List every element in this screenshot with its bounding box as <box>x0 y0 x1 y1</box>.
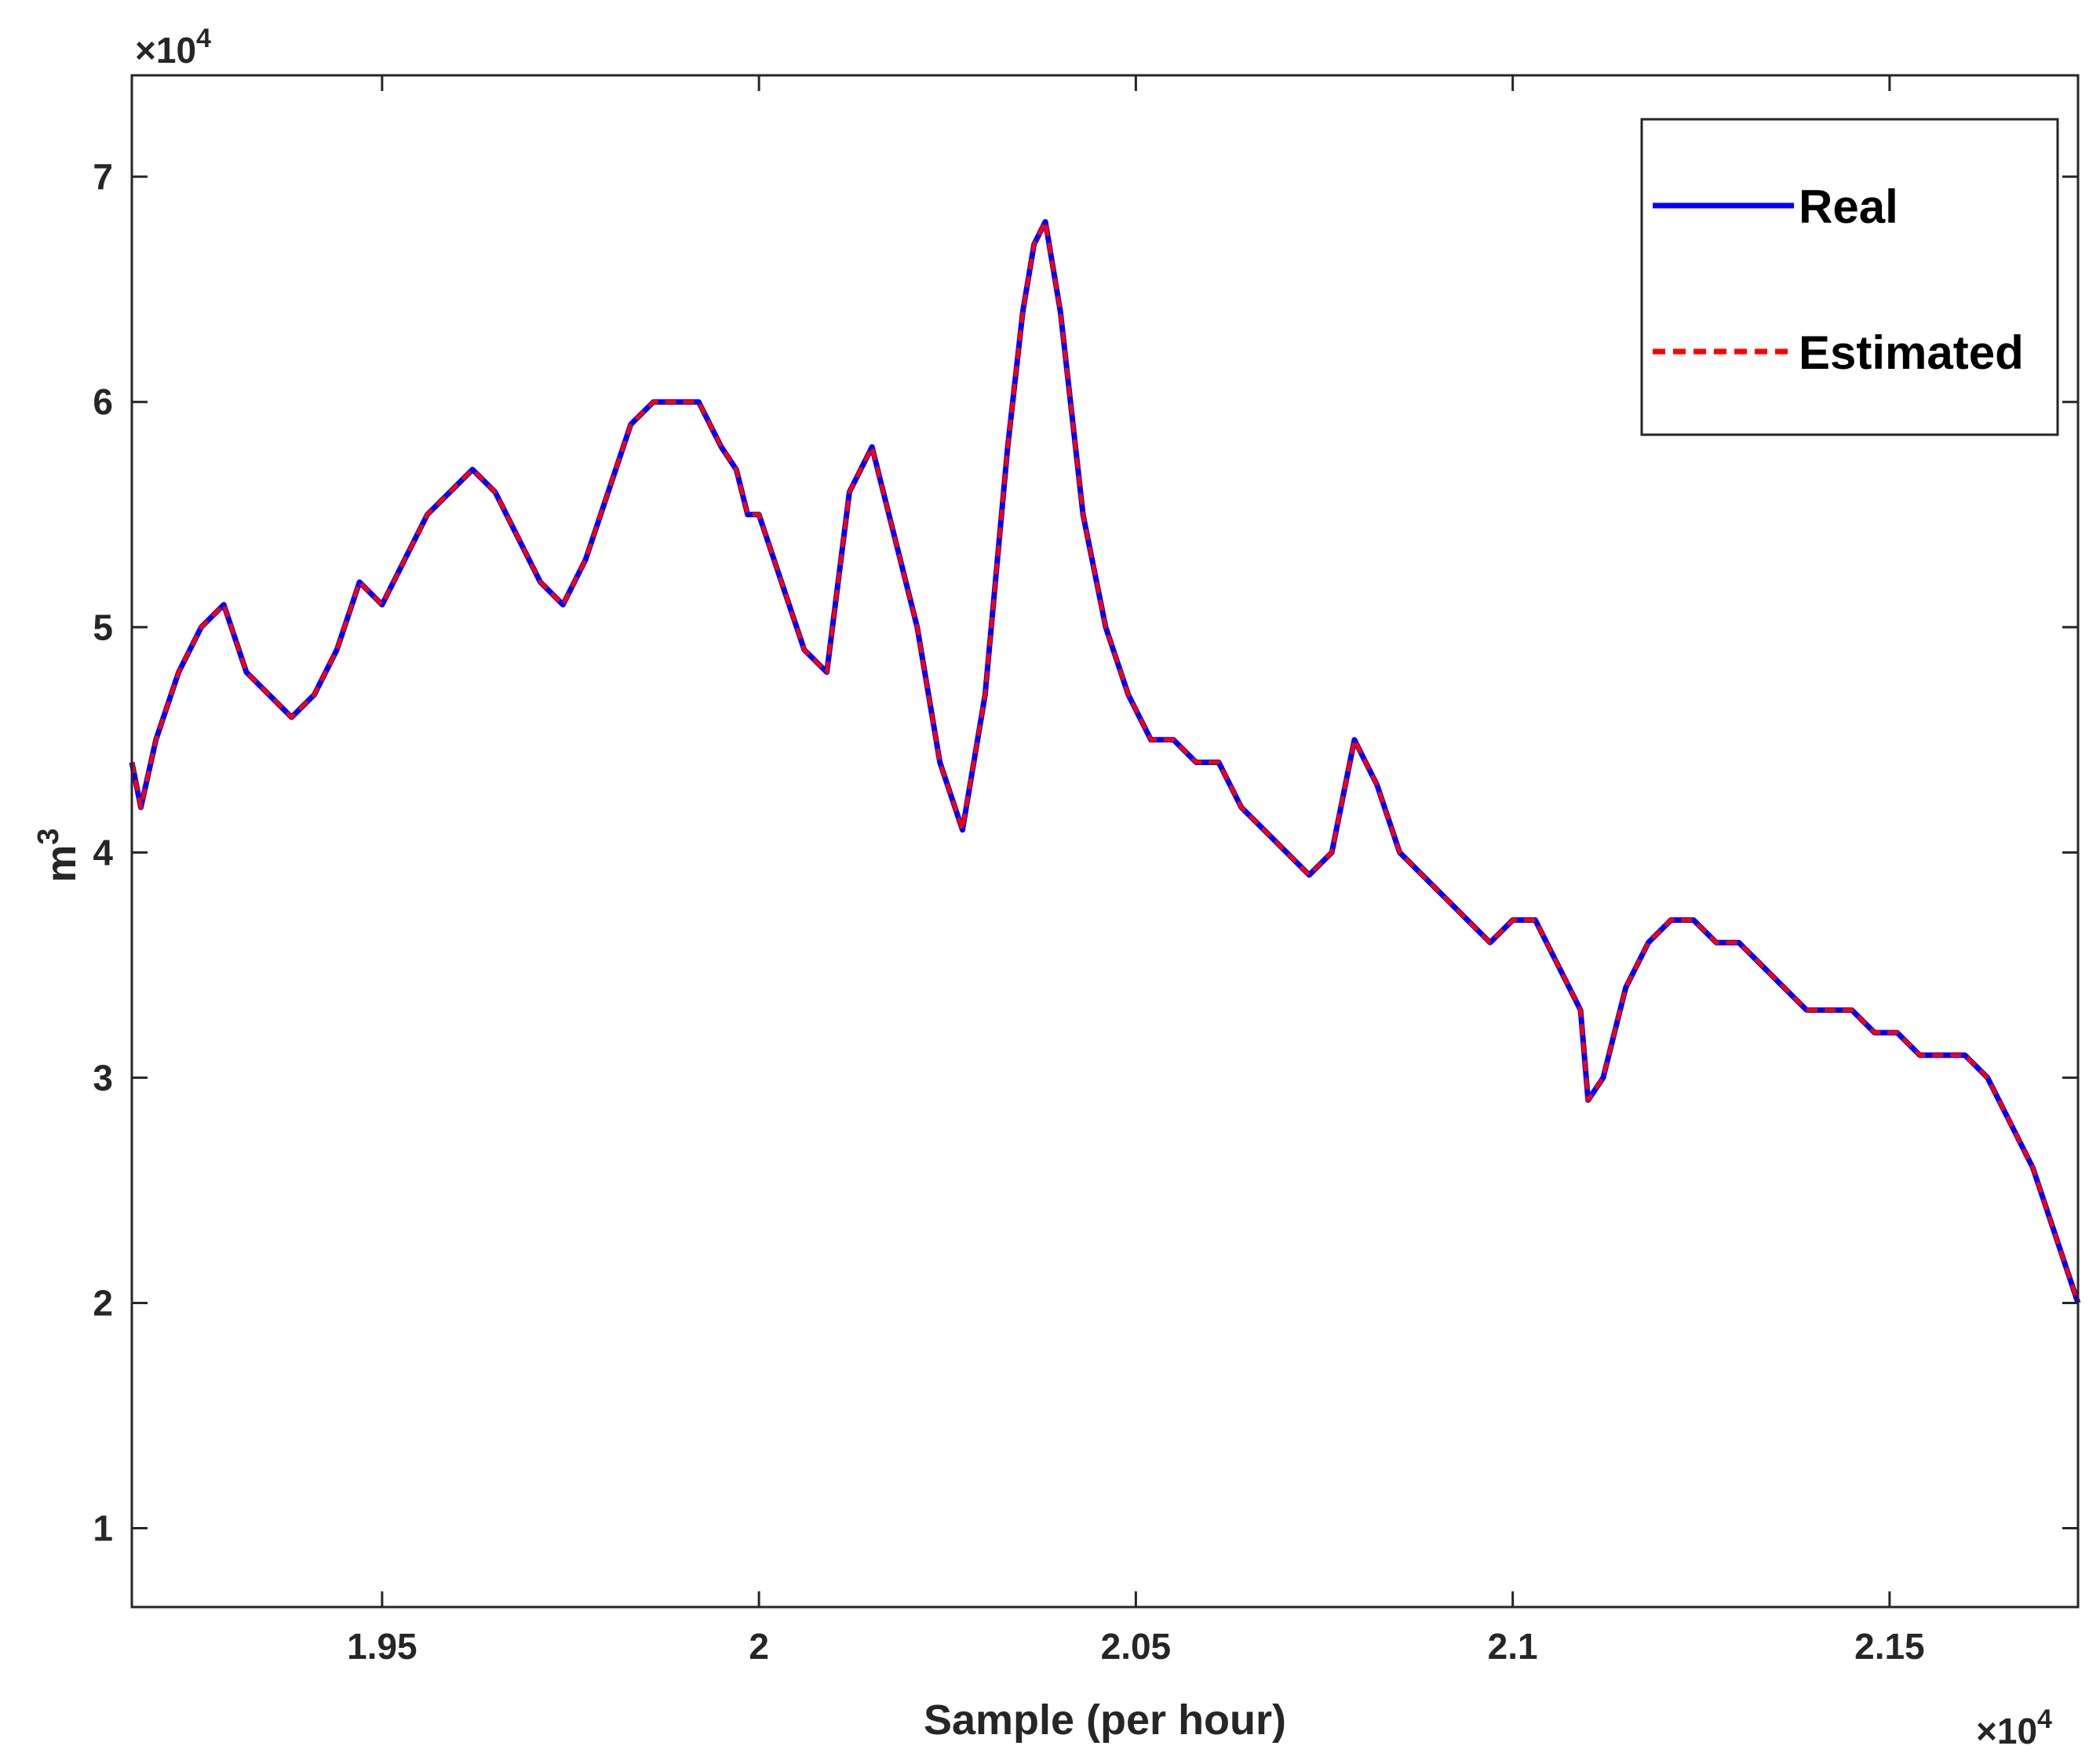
series-layer <box>129 219 2081 1304</box>
y-exponent-power: 4 <box>196 24 211 53</box>
legend-label-estimated: Estimated <box>1799 326 2024 379</box>
axes-box <box>130 74 2080 1609</box>
x-axis-title: Sample (per hour) <box>924 1697 1286 1744</box>
x-tick-label: 2.15 <box>1854 1626 1925 1667</box>
y-axis-title-superscript: 3 <box>32 828 65 844</box>
y-axis-title: m3 <box>32 828 85 882</box>
y-axis-title-base: m <box>38 845 85 883</box>
y-tick-label: 3 <box>93 1057 113 1098</box>
y-exponent-base: ×10 <box>135 30 196 71</box>
x-tick-label: 1.95 <box>347 1626 417 1667</box>
legend: Real Estimated <box>1640 118 2059 436</box>
y-tick-label: 4 <box>93 832 113 873</box>
legend-label-real: Real <box>1799 180 1898 233</box>
y-tick-label: 1 <box>93 1508 113 1549</box>
series-line-estimated <box>129 220 2080 1304</box>
y-tick-label: 7 <box>93 156 113 197</box>
x-exponent-label: ×104 <box>1976 1704 2052 1751</box>
x-tick-label: 2.1 <box>1488 1626 1538 1667</box>
tick-layer: 1.95 2 2.05 2.1 2.15 1 2 3 4 5 6 7 <box>93 75 2078 1667</box>
y-tick-label: 5 <box>93 607 113 647</box>
y-tick-label: 6 <box>93 381 113 422</box>
x-exponent-base: ×10 <box>1976 1711 2037 1751</box>
y-exponent-label: ×104 <box>135 24 211 71</box>
y-tick-label: 2 <box>93 1282 113 1323</box>
x-exponent-power: 4 <box>2037 1704 2052 1734</box>
x-tick-label: 2.05 <box>1101 1626 1172 1667</box>
x-tick-label: 2 <box>749 1626 769 1667</box>
legend-box <box>1640 118 2059 436</box>
